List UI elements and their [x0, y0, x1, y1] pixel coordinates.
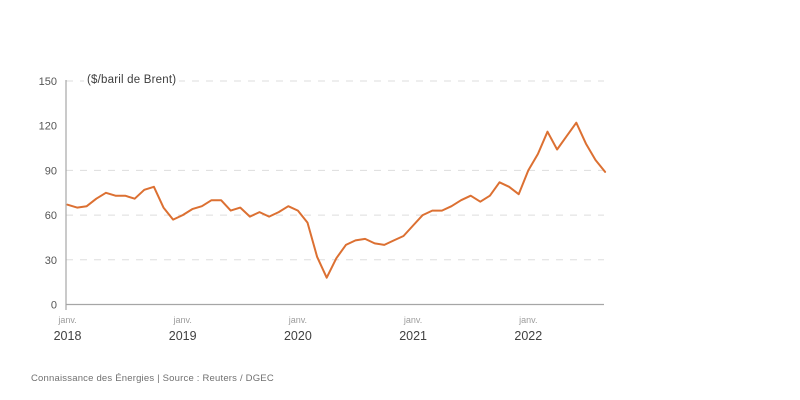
x-tick-month-2020: janv. — [288, 315, 307, 325]
x-tick-year-2022: 2022 — [514, 329, 542, 343]
x-tick-year-2018: 2018 — [54, 329, 82, 343]
x-tick-month-2018: janv. — [57, 315, 76, 325]
y-tick-label-0: 0 — [51, 300, 57, 312]
y-tick-label-150: 150 — [39, 76, 57, 88]
brent-price-line — [66, 121, 607, 279]
y-tick-label-120: 120 — [39, 121, 57, 133]
y-tick-label-30: 30 — [45, 255, 57, 267]
x-tick-month-2022: janv. — [518, 315, 537, 325]
x-tick-year-2021: 2021 — [399, 329, 427, 343]
y-tick-label-60: 60 — [45, 210, 57, 222]
y-axis-unit-label: ($/baril de Brent) — [84, 74, 180, 86]
x-tick-year-2020: 2020 — [284, 329, 312, 343]
y-tick-label-90: 90 — [45, 165, 57, 177]
x-tick-month-2019: janv. — [173, 315, 192, 325]
source-caption: Connaissance des Énergies | Source : Reu… — [31, 373, 274, 384]
x-tick-month-2021: janv. — [403, 315, 422, 325]
x-tick-year-2019: 2019 — [169, 329, 197, 343]
